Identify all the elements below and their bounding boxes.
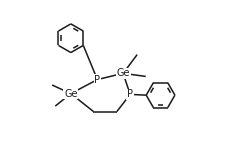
- Text: P: P: [94, 75, 100, 85]
- Text: P: P: [127, 89, 133, 99]
- Text: Ge: Ge: [64, 89, 78, 99]
- Text: Ge: Ge: [116, 68, 130, 78]
